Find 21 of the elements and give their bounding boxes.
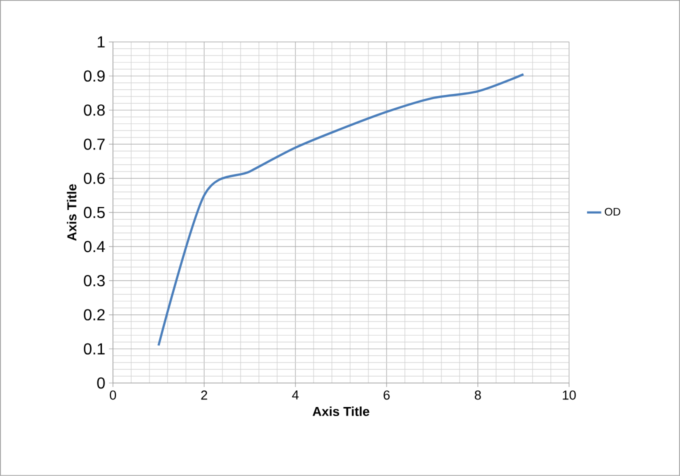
y-tick-label: 0.3 xyxy=(84,275,105,286)
x-tick-label: 2 xyxy=(201,390,208,400)
y-axis-title: Axis Title xyxy=(66,184,76,241)
y-tick-label: 0.6 xyxy=(84,172,105,184)
x-axis-title: Axis Title xyxy=(312,406,370,416)
y-tick-label: 0.7 xyxy=(84,138,105,150)
line-series xyxy=(157,73,525,347)
legend-label: OD xyxy=(604,208,620,216)
y-tick-label: 0.5 xyxy=(84,206,105,218)
y-tick-label: 0.1 xyxy=(84,343,105,355)
y-tick-label: 0.9 xyxy=(84,70,105,82)
y-tick-label: 0 xyxy=(97,377,105,389)
y-tick-label: 0.2 xyxy=(84,309,105,320)
x-tick-label: 6 xyxy=(384,390,390,400)
x-tick-label: 0 xyxy=(110,390,116,400)
x-tick-label: 4 xyxy=(292,390,299,400)
y-tick-label: 0.8 xyxy=(84,104,105,116)
y-tick-label: 1 xyxy=(98,36,105,48)
x-tick-label: 8 xyxy=(474,390,481,400)
y-tick-label: 0.4 xyxy=(84,240,105,252)
x-tick-label: 10 xyxy=(562,390,576,400)
